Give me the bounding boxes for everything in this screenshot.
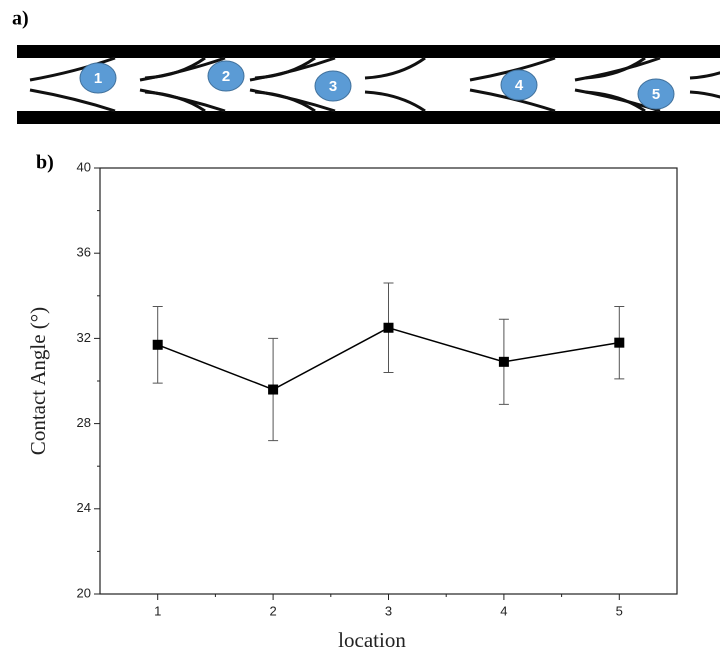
arc bbox=[249, 88, 336, 113]
y-tick-label: 28 bbox=[77, 415, 91, 430]
arc bbox=[139, 56, 226, 82]
marker bbox=[614, 337, 625, 348]
droplets: 1 2 3 4 5 bbox=[79, 60, 675, 110]
x-tick-label: 1 bbox=[154, 603, 161, 618]
panel-label: a) bbox=[12, 8, 29, 30]
y-tick-label: 36 bbox=[77, 245, 91, 260]
y-tick-label: 32 bbox=[77, 330, 91, 345]
arc bbox=[364, 56, 426, 80]
droplet bbox=[207, 60, 245, 92]
arcs bbox=[29, 56, 720, 113]
droplet-label: 1 bbox=[94, 70, 102, 87]
channel-wall bbox=[17, 111, 720, 124]
droplet-label: 2 bbox=[222, 68, 230, 85]
x-tick-label: 2 bbox=[269, 603, 276, 618]
arc bbox=[689, 71, 720, 80]
droplet bbox=[314, 70, 352, 102]
marker bbox=[152, 339, 163, 350]
arc bbox=[29, 88, 116, 113]
plot-frame bbox=[99, 167, 678, 595]
droplet-label: 5 bbox=[652, 86, 660, 103]
arc bbox=[249, 56, 336, 82]
marker bbox=[498, 356, 509, 367]
x-tick-label: 3 bbox=[385, 603, 392, 618]
arc bbox=[574, 56, 661, 82]
droplet bbox=[637, 78, 675, 110]
droplet-label: 4 bbox=[515, 77, 524, 94]
arc bbox=[139, 88, 226, 113]
droplet-label: 3 bbox=[329, 78, 337, 95]
channel bbox=[17, 45, 720, 124]
marker bbox=[383, 322, 394, 333]
channel-wall bbox=[17, 45, 720, 58]
arc bbox=[689, 90, 720, 99]
x-tick-label: 4 bbox=[500, 603, 507, 618]
panel-label: b) bbox=[36, 152, 54, 174]
arc bbox=[29, 56, 116, 82]
marker bbox=[268, 384, 279, 395]
y-axis-label: Contact Angle (°) bbox=[26, 307, 50, 455]
droplet bbox=[500, 69, 538, 101]
droplet bbox=[79, 62, 117, 94]
x-tick-label: 5 bbox=[616, 603, 623, 618]
arc bbox=[364, 90, 426, 113]
y-tick-label: 40 bbox=[77, 159, 91, 174]
y-tick-label: 24 bbox=[77, 500, 91, 515]
x-axis-label: location bbox=[338, 628, 406, 652]
y-tick-label: 20 bbox=[77, 585, 91, 600]
